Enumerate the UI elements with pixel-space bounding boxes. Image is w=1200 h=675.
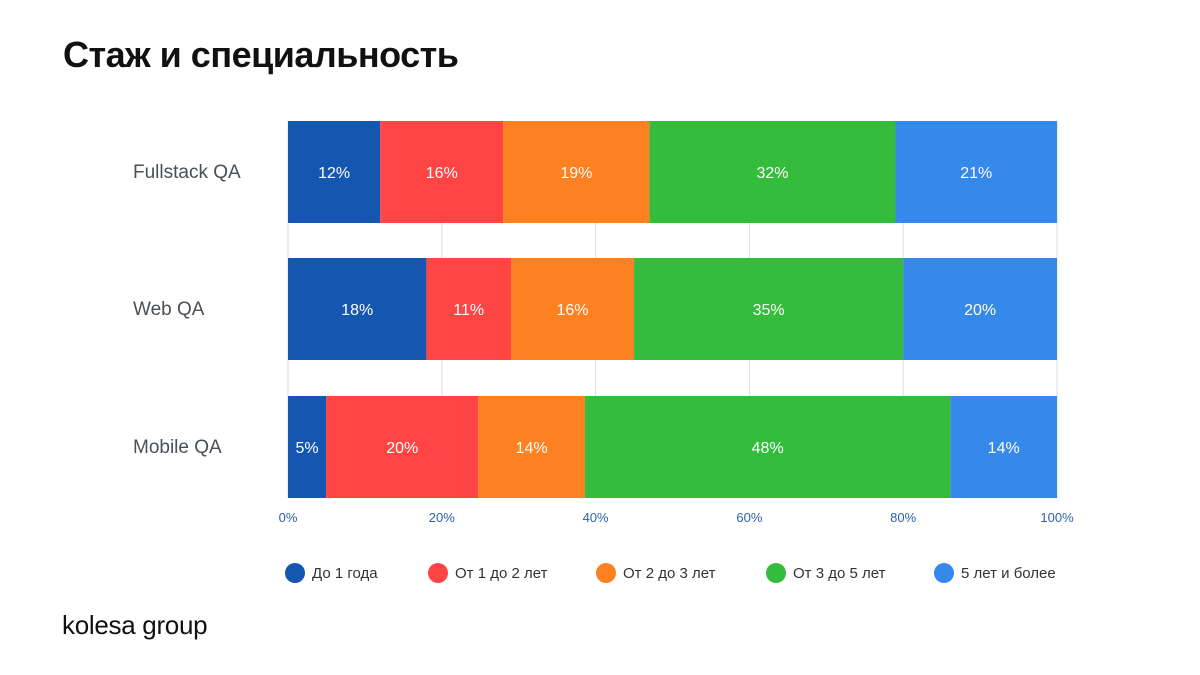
bar-segment	[426, 258, 512, 360]
legend-label: 5 лет и более	[961, 565, 1056, 582]
bar-value-label: 16%	[426, 165, 458, 182]
legend-swatch	[285, 563, 305, 583]
legend-swatch	[428, 563, 448, 583]
legend-label: От 2 до 3 лет	[623, 565, 716, 582]
bar-segment	[511, 258, 635, 360]
bar-segment	[288, 396, 327, 498]
x-tick-label: 100%	[1040, 510, 1074, 525]
x-axis-ticks: 0% 20% 40% 60% 80% 100%	[279, 510, 1074, 525]
category-label: Web QA	[133, 299, 205, 320]
bar-segment	[478, 396, 585, 498]
x-tick-label: 20%	[429, 510, 455, 525]
legend-item: От 2 до 3 лет	[596, 563, 716, 583]
bar-value-label: 18%	[341, 302, 373, 319]
x-tick-label: 0%	[279, 510, 298, 525]
bar-segment	[649, 121, 896, 223]
category-label: Fullstack QA	[133, 162, 241, 183]
category-labels: Fullstack QA Web QA Mobile QA	[133, 162, 241, 458]
legend-item: До 1 года	[285, 563, 378, 583]
bar-segment	[895, 121, 1057, 223]
bar-value-label: 14%	[988, 440, 1020, 457]
x-tick-label: 40%	[583, 510, 609, 525]
bar-segment	[380, 121, 504, 223]
bar-value-label: 20%	[964, 302, 996, 319]
x-tick-label: 60%	[736, 510, 762, 525]
legend-item: От 1 до 2 лет	[428, 563, 548, 583]
legend: До 1 года От 1 до 2 лет От 2 до 3 лет От 3 …	[285, 563, 1056, 583]
bar-value-label: 16%	[557, 302, 589, 319]
bar-segment	[634, 258, 904, 360]
bar-value-label: 11%	[453, 302, 484, 319]
bar-value-label: 32%	[756, 165, 788, 182]
legend-item: 5 лет и более	[934, 563, 1056, 583]
bar-value-label: 19%	[560, 165, 592, 182]
legend-swatch	[934, 563, 954, 583]
bar-segment	[288, 258, 427, 360]
bar-value-label: 48%	[752, 440, 784, 457]
category-label: Mobile QA	[133, 437, 222, 458]
page-title: Стаж и специальность	[63, 34, 459, 75]
legend-label: От 1 до 2 лет	[455, 565, 548, 582]
legend-label: От 3 до 5 лет	[793, 565, 886, 582]
x-tick-label: 80%	[890, 510, 916, 525]
bar-segment	[288, 121, 381, 223]
bar-segment	[326, 396, 479, 498]
bar-value-label: 14%	[516, 440, 548, 457]
legend-item: От 3 до 5 лет	[766, 563, 886, 583]
bar-value-label: 21%	[960, 165, 992, 182]
kolesa-group-logo: kolesa group	[62, 610, 208, 640]
legend-swatch	[596, 563, 616, 583]
legend-swatch	[766, 563, 786, 583]
legend-label: До 1 года	[312, 565, 378, 582]
bar-value-label: 12%	[318, 165, 350, 182]
bar-segment	[903, 258, 1057, 360]
bars-layer: 12% 16% 19% 32% 21% 18% 11% 16% 35% 20% 5% 20% 14% 48…	[288, 121, 1057, 498]
bar-value-label: 35%	[753, 302, 785, 319]
bar-segment	[503, 121, 650, 223]
bar-value-label: 5%	[295, 440, 318, 457]
bar-segment	[950, 396, 1057, 498]
bar-value-label: 20%	[386, 440, 418, 457]
bar-segment	[584, 396, 951, 498]
